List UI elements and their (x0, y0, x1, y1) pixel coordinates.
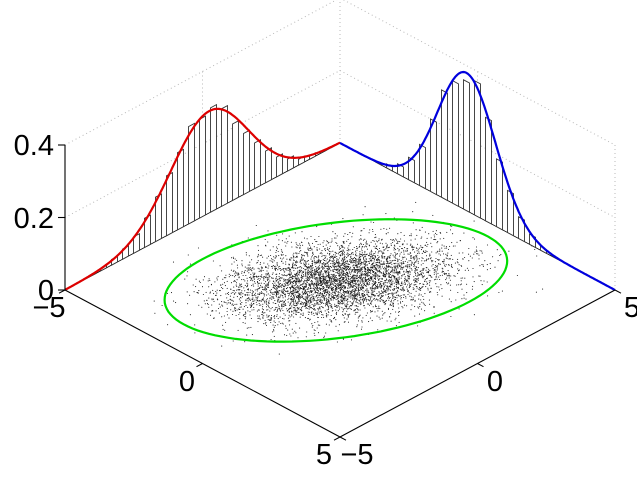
scatter-points (153, 201, 544, 355)
histogram-bar (441, 89, 448, 202)
x-marginal-histogram (375, 79, 558, 261)
histogram-bar (133, 232, 140, 255)
histogram-bar (243, 129, 250, 196)
histogram-bar (507, 189, 514, 237)
y-marginal-histogram (89, 103, 338, 278)
z-tick-label: 0.4 (14, 130, 54, 162)
x-tick-label: 0 (179, 366, 195, 398)
y-tick (614, 289, 622, 294)
histogram-bar (232, 120, 239, 202)
y-marginal-density-curve (64, 107, 341, 291)
histogram-bar (430, 118, 437, 196)
x-tick (196, 363, 203, 368)
histogram-bar (408, 156, 415, 184)
histogram-bar (254, 138, 261, 190)
histogram-bar (485, 116, 492, 225)
histogram-bar (144, 214, 151, 249)
histogram-bar (221, 104, 228, 208)
histogram-bar (397, 163, 404, 178)
x-tick-label: 5 (316, 439, 332, 471)
z-tick-label: 0 (38, 275, 54, 307)
histogram-bar (419, 143, 426, 190)
histogram-bar (287, 155, 294, 172)
z-tick-label: 0.2 (14, 203, 54, 235)
histogram-bar (463, 79, 470, 213)
histogram-bar (518, 216, 525, 243)
histogram-bar (496, 158, 503, 231)
histogram-bar (265, 147, 272, 184)
histogram-bar (199, 115, 206, 219)
histogram-bar (210, 103, 217, 213)
x-marginal-density-curve (339, 70, 616, 291)
y-tick (339, 436, 347, 441)
histogram-bar (188, 122, 195, 225)
y-tick-label: 0 (487, 366, 503, 398)
confidence-ellipse (163, 218, 509, 343)
histogram-bar (155, 193, 162, 243)
y-tick (477, 363, 484, 368)
x-tick-label: −5 (32, 292, 65, 324)
histogram-bar (276, 153, 283, 178)
x-tick (333, 436, 341, 441)
y-tick-label: −5 (340, 439, 373, 471)
histogram-bar (452, 79, 459, 208)
histogram-bar (474, 79, 481, 219)
tick-marks (58, 144, 622, 441)
histogram-bar (177, 148, 184, 231)
wall-grid (64, 0, 616, 290)
histogram-bar (166, 171, 173, 237)
y-tick-label: 5 (624, 292, 637, 324)
